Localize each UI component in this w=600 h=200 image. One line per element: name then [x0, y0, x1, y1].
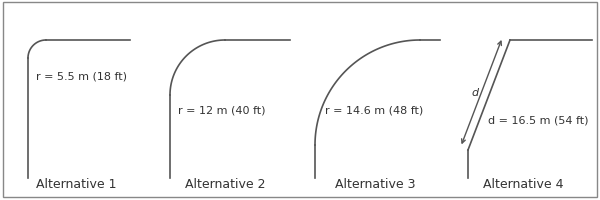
Text: Alternative 4: Alternative 4: [483, 177, 564, 190]
Text: d = 16.5 m (54 ft): d = 16.5 m (54 ft): [488, 115, 589, 125]
Text: r = 12 m (40 ft): r = 12 m (40 ft): [178, 105, 265, 115]
FancyBboxPatch shape: [3, 3, 597, 197]
Text: Alternative 3: Alternative 3: [335, 177, 415, 190]
Text: Alternative 1: Alternative 1: [36, 177, 117, 190]
Text: Alternative 2: Alternative 2: [185, 177, 265, 190]
Text: r = 14.6 m (48 ft): r = 14.6 m (48 ft): [325, 105, 423, 115]
Text: r = 5.5 m (18 ft): r = 5.5 m (18 ft): [36, 72, 127, 82]
Text: d: d: [472, 88, 479, 98]
